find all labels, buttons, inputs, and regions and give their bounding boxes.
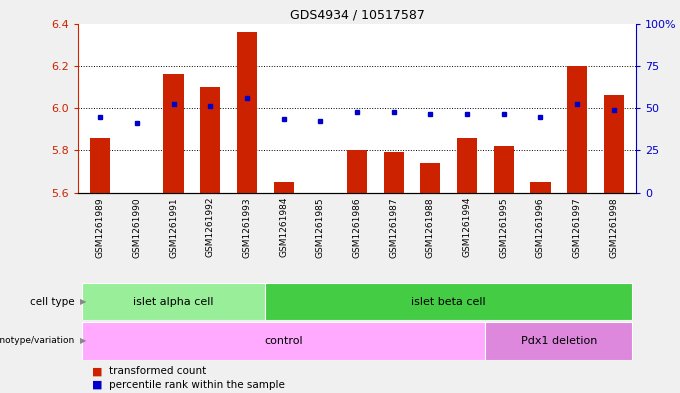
Bar: [384, 152, 404, 193]
Bar: [530, 182, 551, 193]
Text: islet alpha cell: islet alpha cell: [133, 297, 214, 307]
Text: GSM1261996: GSM1261996: [536, 197, 545, 257]
Text: GSM1261992: GSM1261992: [206, 197, 215, 257]
Text: ■: ■: [92, 380, 102, 390]
Text: cell type: cell type: [30, 297, 75, 307]
Text: GSM1261988: GSM1261988: [426, 197, 435, 257]
Text: Pdx1 deletion: Pdx1 deletion: [521, 336, 597, 346]
Bar: [265, 283, 632, 320]
Text: transformed count: transformed count: [109, 366, 206, 376]
Bar: [163, 74, 184, 193]
Text: GSM1261986: GSM1261986: [352, 197, 362, 257]
Text: GSM1261993: GSM1261993: [243, 197, 252, 257]
Text: GSM1261997: GSM1261997: [573, 197, 581, 257]
Text: ▶: ▶: [80, 297, 86, 306]
Text: GSM1261990: GSM1261990: [133, 197, 141, 257]
Bar: [494, 146, 514, 193]
Text: GSM1261984: GSM1261984: [279, 197, 288, 257]
Bar: [82, 283, 265, 320]
Bar: [90, 138, 110, 193]
Text: ■: ■: [92, 366, 102, 376]
Bar: [347, 151, 367, 193]
Text: GSM1261991: GSM1261991: [169, 197, 178, 257]
Bar: [457, 138, 477, 193]
Bar: [486, 322, 632, 360]
Bar: [82, 322, 486, 360]
Title: GDS4934 / 10517587: GDS4934 / 10517587: [290, 8, 424, 21]
Text: GSM1261989: GSM1261989: [96, 197, 105, 257]
Bar: [237, 32, 257, 193]
Text: GSM1261985: GSM1261985: [316, 197, 325, 257]
Text: GSM1261994: GSM1261994: [462, 197, 471, 257]
Text: GSM1261995: GSM1261995: [499, 197, 508, 257]
Text: genotype/variation: genotype/variation: [0, 336, 75, 345]
Text: percentile rank within the sample: percentile rank within the sample: [109, 380, 285, 390]
Text: GSM1261998: GSM1261998: [609, 197, 618, 257]
Bar: [200, 87, 220, 193]
Text: islet beta cell: islet beta cell: [411, 297, 486, 307]
Bar: [420, 163, 441, 193]
Text: GSM1261987: GSM1261987: [389, 197, 398, 257]
Text: control: control: [265, 336, 303, 346]
Bar: [604, 95, 624, 193]
Bar: [273, 182, 294, 193]
Text: ▶: ▶: [80, 336, 86, 345]
Bar: [567, 66, 588, 193]
